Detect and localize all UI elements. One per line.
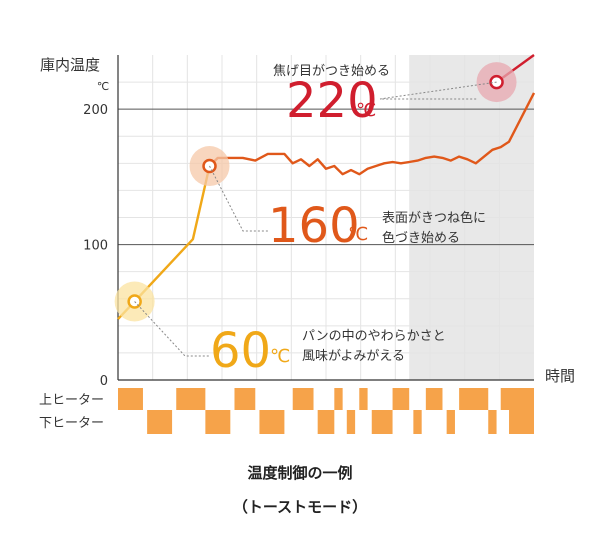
annotation-unit: ℃ bbox=[270, 346, 290, 367]
annotation-description: 色づき始める bbox=[382, 230, 460, 246]
heater-on-segment bbox=[359, 388, 368, 410]
heater-on-segment bbox=[459, 388, 489, 410]
heater-on-segment bbox=[334, 388, 343, 410]
heater-on-segment bbox=[488, 410, 497, 434]
annotation-description: パンの中のやわらかさと bbox=[302, 329, 446, 344]
annotation-value: 160 bbox=[268, 198, 360, 254]
annotation-unit: ℃ bbox=[348, 224, 368, 245]
y-tick-label: 0 bbox=[100, 374, 108, 389]
heater-on-segment bbox=[500, 388, 534, 410]
annotation-value: 220 bbox=[286, 73, 378, 129]
heater-on-segment bbox=[317, 410, 335, 434]
heater-on-segment bbox=[118, 388, 143, 410]
heater-on-segment bbox=[425, 388, 443, 410]
annotation-description: 表面がきつね色に bbox=[382, 210, 486, 226]
leader-line bbox=[379, 81, 497, 100]
annotation-value: 60 bbox=[210, 323, 271, 379]
annotation-description: 焦げ目がつき始める bbox=[273, 64, 390, 79]
heater-on-segment bbox=[205, 410, 231, 434]
annotation-unit: ℃ bbox=[356, 100, 376, 121]
y-axis-unit: ℃ bbox=[97, 80, 109, 93]
leader-line bbox=[134, 301, 210, 357]
heater-on-segment bbox=[346, 410, 356, 434]
heater-on-segment bbox=[446, 410, 455, 434]
y-axis-label: 庫内温度 bbox=[40, 56, 100, 74]
caption-title: 温度制御の一例 bbox=[247, 464, 352, 482]
heater-on-segment bbox=[176, 388, 206, 410]
heater-label: 下ヒーター bbox=[39, 416, 104, 431]
heater-on-segment bbox=[259, 410, 285, 434]
leader-line bbox=[209, 165, 268, 232]
heater-on-segment bbox=[509, 410, 534, 434]
series-line-2 bbox=[208, 92, 536, 176]
heater-on-segment bbox=[292, 388, 314, 410]
heater-on-segment bbox=[392, 388, 410, 410]
heater-label: 上ヒーター bbox=[39, 393, 104, 408]
y-tick-label: 100 bbox=[83, 239, 108, 254]
heater-on-segment bbox=[371, 410, 393, 434]
heater-on-segment bbox=[234, 388, 256, 410]
x-axis-label: 時間 bbox=[545, 367, 575, 385]
y-tick-label: 200 bbox=[83, 103, 108, 118]
annotation-description: 風味がよみがえる bbox=[302, 349, 405, 364]
heater-on-segment bbox=[413, 410, 422, 434]
heater-on-segment bbox=[147, 410, 173, 434]
caption-subtitle: （トーストモード） bbox=[233, 498, 367, 516]
